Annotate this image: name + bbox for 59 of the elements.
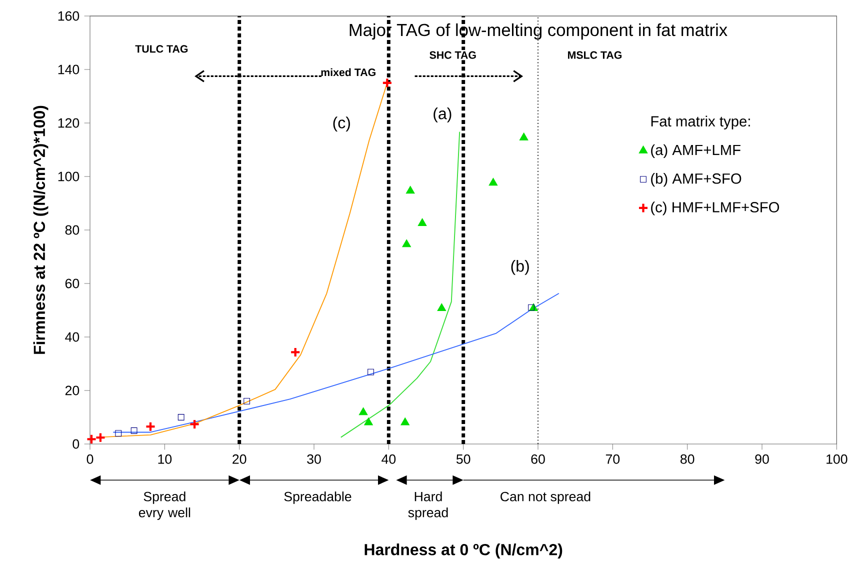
annotation: (c)	[333, 116, 350, 132]
x-tick-label: 30	[307, 454, 321, 464]
point	[364, 418, 373, 426]
line-series	[112, 292, 560, 433]
legend-label: (b) AMF+SFO	[651, 173, 742, 187]
point	[437, 303, 446, 312]
point	[488, 178, 498, 186]
point	[115, 430, 122, 437]
point	[406, 186, 415, 194]
y-axis-title: Firmness at 22 ºC ((N/cm^2)*100)	[33, 106, 48, 354]
point	[189, 418, 200, 430]
y-tick-label: 120	[58, 118, 80, 128]
legend-title: Fat matrix type:	[651, 116, 750, 130]
point	[244, 398, 250, 404]
text: Spread evry well	[138, 492, 190, 520]
text: Hard spread	[408, 492, 448, 520]
y-tick-label: 40	[65, 332, 80, 342]
point	[368, 368, 374, 376]
point	[400, 418, 410, 426]
point	[145, 421, 156, 432]
point	[519, 132, 528, 140]
annotation: MSLC TAG	[568, 51, 622, 59]
y-tick-label: 140	[58, 64, 80, 74]
point	[130, 427, 138, 434]
x-axis-title: Hardness at 0 ºC (N/cm^2)	[364, 544, 562, 558]
y-tick-label: 80	[65, 225, 80, 235]
y-tick-label: 160	[58, 11, 80, 21]
point	[95, 432, 106, 443]
x-tick-label: 50	[456, 454, 470, 464]
point	[528, 304, 534, 311]
legend-label: (a) AMF+LMF	[651, 144, 740, 158]
y-tick-label: 60	[65, 278, 80, 288]
x-tick-label: 0	[86, 454, 94, 464]
legend-label: (c) HMF+LMF+SFO	[651, 202, 780, 216]
point	[178, 414, 184, 420]
x-tick-label: 90	[755, 454, 769, 464]
x-tick-label: 10	[158, 454, 172, 464]
text: Spreadable	[284, 492, 352, 504]
x-tick-label: 60	[531, 454, 545, 464]
x-tick-label: 40	[382, 454, 396, 464]
annotation: TULC TAG	[135, 45, 188, 53]
y-tick-label: 20	[65, 386, 80, 396]
annotation: SHC TAG	[430, 51, 476, 59]
x-tick-label: 80	[680, 454, 694, 464]
point	[358, 407, 368, 416]
y-tick-label: 0	[72, 439, 80, 449]
x-tick-label: 100	[826, 454, 848, 464]
annotation: mixed TAG	[321, 68, 376, 76]
text: Can not spread	[500, 492, 590, 504]
point	[418, 218, 427, 226]
annotation: (a)	[434, 108, 452, 122]
point	[402, 239, 412, 248]
x-tick-label: 20	[232, 454, 246, 464]
x-tick-label: 70	[606, 454, 620, 464]
point	[86, 434, 97, 445]
annotation: (b)	[511, 260, 529, 275]
line-series	[340, 131, 460, 438]
y-tick-label: 100	[58, 172, 80, 182]
point	[290, 346, 301, 358]
